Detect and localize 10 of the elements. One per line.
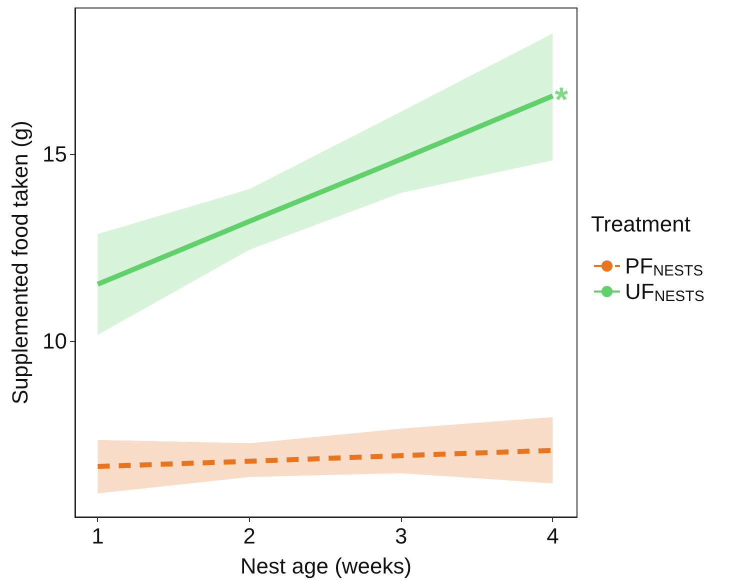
annotation: * (554, 80, 569, 119)
legend-title: Treatment (591, 212, 690, 236)
x-tick-label: 2 (243, 524, 256, 548)
x-axis-title: Nest age (weeks) (240, 554, 412, 578)
y-tick-label: 15 (42, 141, 67, 166)
x-tick-label: 4 (546, 524, 559, 548)
y-axis-title: Supplemented food taken (g) (8, 120, 32, 404)
x-tick-label: 1 (92, 524, 104, 548)
y-tick-label: 10 (42, 328, 67, 354)
x-tick-label: 3 (394, 524, 408, 548)
